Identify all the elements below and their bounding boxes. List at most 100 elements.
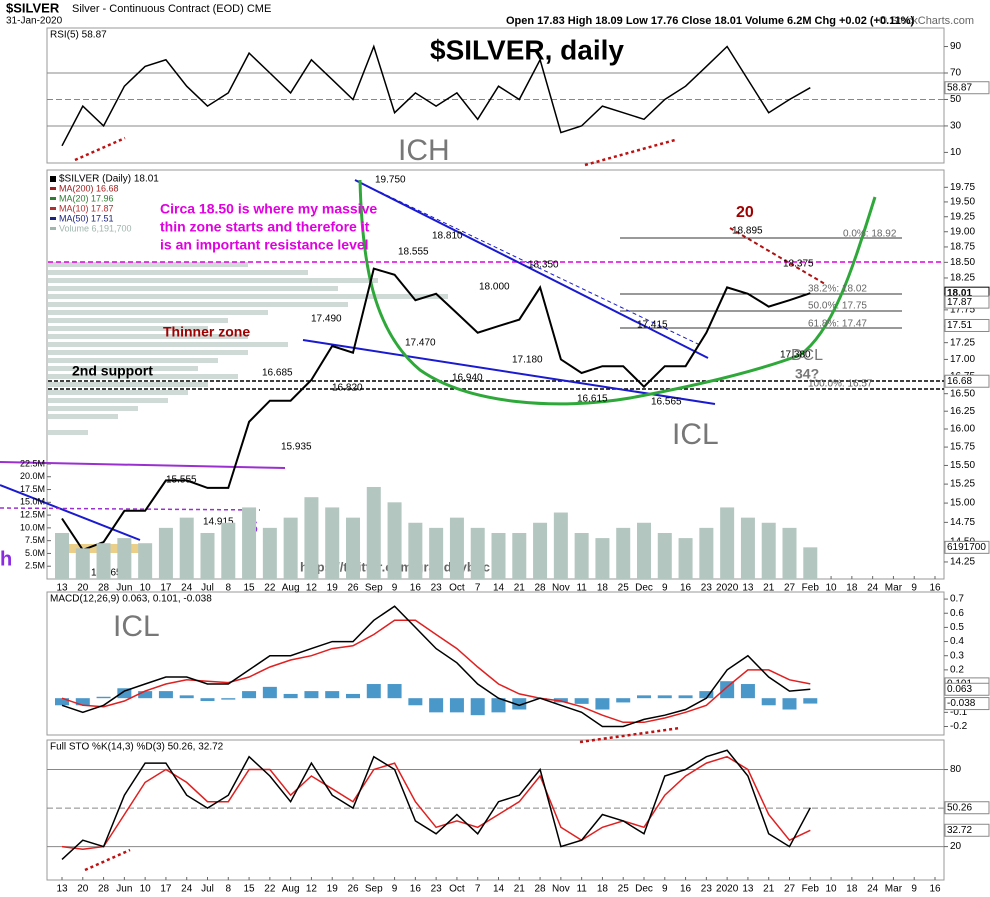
bar [96, 696, 111, 699]
axis-box-label: 16.68 [947, 376, 972, 387]
y-tick-label: 30 [950, 121, 962, 132]
x-tick-label: 19 [327, 884, 339, 895]
y-tick-label: 22.5M [20, 458, 45, 468]
bar [158, 691, 173, 699]
x-tick-label: 11 [576, 884, 587, 895]
y-tick-label: 0.2 [950, 665, 964, 676]
axis-box-label: 18.01 [947, 288, 972, 299]
annotation: 17.490 [311, 314, 342, 325]
x-tick-label: 18 [846, 583, 858, 594]
x-tick-label: 23 [431, 583, 443, 594]
x-tick-label: 26 [347, 583, 359, 594]
x-tick-label: Aug [282, 884, 300, 895]
axis-box-label: -0.038 [947, 698, 976, 709]
bar [200, 698, 215, 702]
y-tick-label: 17.5M [20, 484, 45, 494]
axis-box [944, 801, 990, 815]
y-tick-label: 15.50 [950, 460, 975, 471]
credit: © StockCharts.com [879, 15, 974, 27]
x-tick-label: 19 [327, 583, 339, 594]
annotation: 16.820 [332, 383, 363, 394]
panel-label: MACD(12,26,9) 0.063, 0.101, -0.038 [50, 594, 212, 605]
annotation: 16.940 [452, 373, 483, 384]
volume-profile [48, 262, 448, 435]
chart-title: $SILVER, daily [430, 34, 624, 65]
bar [96, 543, 111, 579]
legend-entry: MA(50) 17.51 [59, 213, 114, 223]
bar [75, 548, 90, 579]
axis-box-label: 6191700 [947, 542, 986, 553]
annotation: ICL [672, 418, 719, 451]
quote: Open 17.83 High 18.09 Low 17.76 Close 18… [506, 15, 915, 27]
y-tick-label: 90 [950, 41, 962, 52]
x-tick-label: 24 [867, 884, 879, 895]
axis-box [944, 318, 990, 332]
panel-label: Full STO %K(14,3) %D(3) 50.26, 32.72 [50, 742, 224, 753]
bar [138, 691, 153, 699]
bar [346, 517, 360, 579]
bar [574, 698, 589, 704]
axis-box-label: 58.87 [947, 82, 972, 93]
bar [75, 698, 90, 706]
x-tick-label: 9 [392, 583, 398, 594]
y-tick-label: 17.00 [950, 354, 975, 365]
bar [616, 527, 631, 579]
x-tick-label: 26 [347, 884, 359, 895]
annotation: thin zone starts and therefore it [160, 219, 370, 235]
legend-entry: MA(200) 16.68 [59, 183, 119, 193]
annotation: ICH [398, 134, 450, 167]
axis-box-label: 17.51 [947, 320, 972, 331]
annotation: 50.0%: 17.75 [808, 301, 867, 312]
y-tick-label: 7.5M [25, 535, 45, 545]
bar [387, 502, 402, 579]
bar [512, 698, 527, 710]
y-tick-label: 0.7 [950, 594, 964, 605]
bar [117, 538, 132, 579]
y-tick-label: 18.75 [950, 242, 975, 253]
panel-label: RSI(5) 58.87 [50, 30, 107, 41]
rsi-panel [46, 27, 945, 164]
axis-box [944, 81, 990, 95]
axis-box [944, 823, 990, 837]
bar [366, 486, 381, 579]
bar [657, 695, 672, 699]
x-tick-label: 16 [410, 884, 422, 895]
axis-box-label: 17.87 [947, 297, 972, 308]
y-tick-label: 19.50 [950, 197, 975, 208]
axis-box [944, 295, 990, 309]
x-tick-label: 9 [662, 884, 668, 895]
x-tick-label: 12 [306, 583, 318, 594]
macd-panel [46, 591, 945, 736]
annotation: 18.375 [783, 259, 814, 270]
y-tick-label: 0.3 [950, 650, 964, 661]
x-tick-label: 22 [264, 583, 276, 594]
symbol: $SILVER [6, 0, 60, 15]
x-tick-label: Jun [116, 583, 132, 594]
bar [55, 698, 69, 706]
x-tick-label: 12 [306, 884, 318, 895]
annotation: 100.0%: 16.57 [808, 379, 873, 390]
axis-box-label: 32.72 [947, 825, 972, 836]
bar [429, 698, 444, 713]
bar [574, 532, 589, 579]
y-tick-label: 20 [950, 841, 962, 852]
bar [678, 695, 693, 699]
bar [387, 684, 402, 699]
y-tick-label: 15.0M [20, 497, 45, 507]
x-tick-label: 27 [784, 583, 796, 594]
bar [304, 691, 319, 699]
x-tick-label: 16 [410, 583, 422, 594]
legend-swatch [50, 227, 56, 230]
bar [221, 522, 236, 579]
annotation: 2nd support [72, 363, 153, 379]
y-tick-label: 14.75 [950, 517, 975, 528]
trendline [0, 484, 141, 541]
bar [637, 522, 651, 579]
bar [720, 507, 735, 579]
legend-entry: MA(10) 17.87 [59, 203, 114, 213]
series-line [61, 44, 811, 147]
y-tick-label: 20.0M [20, 471, 45, 481]
y-tick-label: 16.25 [950, 406, 975, 417]
bar [242, 507, 257, 579]
x-tick-label: 21 [763, 583, 775, 594]
